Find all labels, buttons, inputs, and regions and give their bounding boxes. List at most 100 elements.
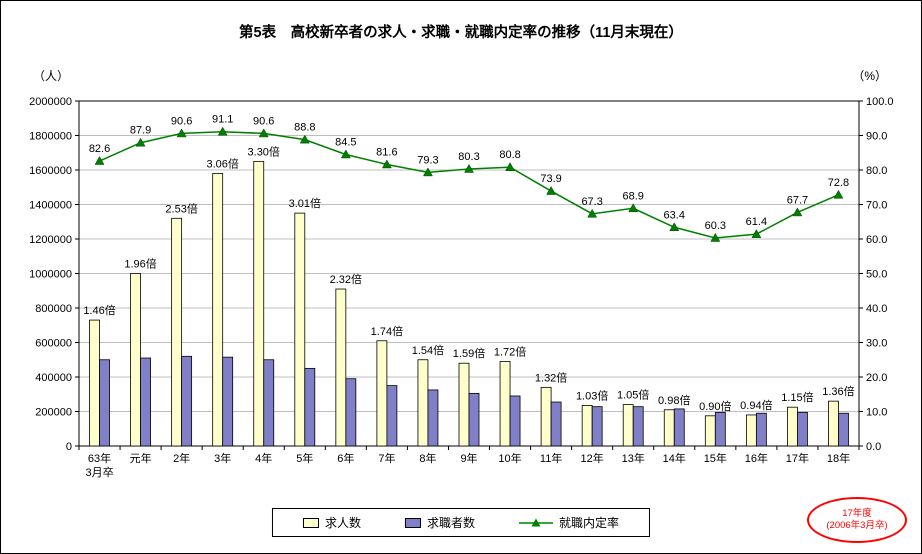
right-axis-tick-label: 30.0 — [866, 338, 887, 350]
x-axis-label: 4年 — [255, 451, 272, 465]
legend-item-kyushoku: 求職者数 — [404, 514, 475, 531]
line-triangle-icon — [519, 518, 554, 526]
x-axis-label: 17年 — [786, 451, 809, 465]
rate-polyline — [99, 130, 839, 239]
kyujin-bar — [376, 340, 388, 447]
left-axis-tick-label: 400000 — [35, 372, 72, 384]
legend-item-kyujin: 求人数 — [302, 514, 361, 531]
kyujin-bar — [787, 406, 798, 447]
x-axis-label: 11年 — [540, 451, 562, 465]
rate-label: 79.3 — [417, 154, 438, 166]
rate-label: 88.8 — [294, 122, 315, 134]
ratio-label: 0.90倍 — [699, 399, 731, 413]
kyujin-bar — [828, 400, 839, 447]
rate-marker-triangle-icon — [833, 189, 844, 199]
kyushoku-bar — [222, 356, 234, 447]
ratio-label: 1.36倍 — [822, 384, 854, 398]
kyushoku-bar — [755, 412, 767, 447]
kyushoku-bar — [714, 411, 726, 447]
x-axis-label: 6年 — [337, 451, 354, 465]
rate-label: 72.8 — [828, 177, 849, 189]
ratio-label: 1.59倍 — [453, 346, 485, 360]
left-axis-tick-label: 2000000 — [29, 96, 72, 108]
kyushoku-bar — [427, 389, 439, 447]
kyushoku-bar — [468, 392, 480, 447]
right-axis-tick-label: 10.0 — [866, 407, 887, 419]
x-axis-label: 63年 3月卒 — [85, 451, 113, 479]
right-axis-tick-label: 40.0 — [866, 303, 887, 315]
kyushoku-bar — [591, 406, 603, 447]
rate-label: 84.5 — [335, 136, 356, 148]
kyujin-bar — [704, 415, 716, 447]
annotation-line1: 17年度 — [842, 508, 872, 520]
kyushoku-bar — [386, 385, 398, 447]
rate-label: 90.6 — [253, 115, 274, 127]
right-axis-tick-label: 60.0 — [866, 234, 887, 246]
ratio-label: 1.15倍 — [781, 390, 813, 404]
rate-label: 80.8 — [499, 149, 520, 161]
kyujin-bar — [745, 414, 757, 447]
ratio-label: 1.74倍 — [371, 324, 403, 338]
kyujin-bar — [458, 362, 470, 447]
x-axis-label: 5年 — [296, 451, 313, 465]
x-axis-label: 14年 — [663, 451, 686, 465]
x-axis-label: 15年 — [704, 451, 727, 465]
ratio-label: 2.53倍 — [165, 201, 197, 215]
x-axis-label: 3年 — [214, 451, 231, 465]
ratio-label: 1.96倍 — [124, 257, 156, 271]
x-axis-label: 13年 — [622, 451, 645, 465]
legend: 求人数 求職者数 就職内定率 — [271, 508, 651, 537]
left-axis-unit-label: （人） — [33, 69, 70, 83]
kyushoku-bar — [550, 401, 562, 447]
ratio-label: 2.32倍 — [330, 272, 362, 286]
rate-label: 81.6 — [376, 146, 397, 158]
rate-marker-triangle-icon — [751, 229, 762, 238]
rate-label: 61.4 — [746, 216, 767, 228]
kyujin-bar — [581, 405, 593, 447]
right-axis-tick-label: 70.0 — [866, 200, 887, 212]
legend-label-kyujin: 求人数 — [324, 516, 361, 530]
kyujin-bar — [171, 217, 183, 447]
right-axis-tick-label: 20.0 — [866, 372, 887, 384]
rate-marker-triangle-icon — [258, 128, 269, 138]
left-axis-tick-label: 600000 — [35, 338, 72, 350]
kyujin-bar — [663, 409, 675, 447]
kyujin-bar — [89, 319, 100, 447]
kyushoku-bar — [181, 355, 193, 447]
ratio-label: 3.30倍 — [248, 144, 280, 158]
rate-marker-triangle-icon — [587, 208, 598, 218]
legend-label-naitei: 就職内定率 — [559, 516, 620, 530]
gridlines — [75, 100, 863, 450]
rate-marker-triangle-icon — [546, 186, 557, 195]
left-axis-tick-label: 800000 — [35, 303, 72, 315]
right-axis-tick-label: 0.0 — [866, 441, 881, 453]
ratio-label: 3.06倍 — [206, 156, 238, 170]
x-axis-label: 10年 — [498, 451, 521, 465]
x-axis-label: 9年 — [460, 451, 477, 465]
rate-marker-triangle-icon — [135, 137, 146, 147]
labels: 0 0.0 200000 10.0 400000 20.0 600000 30.0 800000… — [29, 96, 893, 479]
left-axis-tick-label: 1800000 — [29, 131, 72, 143]
left-axis-tick-label: 1000000 — [29, 269, 72, 281]
kyujin-bar — [540, 386, 552, 447]
rate-marker-triangle-icon — [505, 162, 515, 171]
ratio-label: 3.01倍 — [289, 196, 321, 210]
kyujin-bar — [253, 160, 265, 447]
rate-label: 91.1 — [212, 114, 233, 126]
annotation-line2: (2006年3月卒) — [826, 520, 888, 531]
kyujin-bar — [335, 288, 347, 447]
rate-marker-triangle-icon — [710, 232, 721, 242]
kyushoku-bar — [140, 357, 151, 447]
kyushoku-bar — [838, 412, 849, 447]
left-axis-tick-label: 1600000 — [29, 165, 72, 177]
ratio-label: 1.05倍 — [617, 388, 649, 402]
rate-label: 73.9 — [540, 173, 561, 185]
kyushoku-bar — [345, 378, 357, 447]
bars — [89, 160, 849, 447]
ratio-label: 1.03倍 — [576, 388, 608, 402]
rate-marker-triangle-icon — [464, 163, 474, 173]
ratio-label: 1.32倍 — [535, 370, 567, 384]
right-axis-tick-label: 50.0 — [866, 269, 887, 281]
fiscal-year-annotation: 17年度 (2006年3月卒) — [807, 497, 907, 543]
